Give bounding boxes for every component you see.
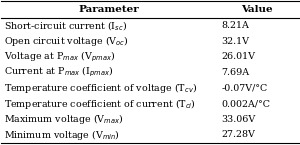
- Text: 0.002A/°C: 0.002A/°C: [221, 99, 270, 108]
- Text: 8.21A: 8.21A: [221, 21, 249, 30]
- Text: Voltage at P$_{max}$ (V$_{pmax}$): Voltage at P$_{max}$ (V$_{pmax}$): [4, 50, 116, 64]
- Text: 26.01V: 26.01V: [221, 52, 255, 61]
- Text: Current at P$_{max}$ (I$_{pmax}$): Current at P$_{max}$ (I$_{pmax}$): [4, 65, 114, 79]
- Text: Open circuit voltage (V$_{oc}$): Open circuit voltage (V$_{oc}$): [4, 34, 129, 48]
- Text: Temperature coefficient of current (T$_{ci}$): Temperature coefficient of current (T$_{…: [4, 97, 196, 111]
- Text: -0.07V/°C: -0.07V/°C: [221, 84, 268, 93]
- Text: 27.28V: 27.28V: [221, 130, 255, 139]
- Text: 32.1V: 32.1V: [221, 37, 249, 46]
- Text: Temperature coefficient of voltage (T$_{cv}$): Temperature coefficient of voltage (T$_{…: [4, 81, 198, 95]
- Text: Value: Value: [241, 5, 273, 14]
- Text: Minimum voltage (V$_{min}$): Minimum voltage (V$_{min}$): [4, 128, 120, 142]
- Text: Short-circuit current (I$_{sc}$): Short-circuit current (I$_{sc}$): [4, 19, 127, 32]
- Text: 33.06V: 33.06V: [221, 115, 256, 124]
- Text: Parameter: Parameter: [78, 5, 139, 14]
- Text: 7.69A: 7.69A: [221, 68, 250, 77]
- Text: Maximum voltage (V$_{max}$): Maximum voltage (V$_{max}$): [4, 112, 124, 126]
